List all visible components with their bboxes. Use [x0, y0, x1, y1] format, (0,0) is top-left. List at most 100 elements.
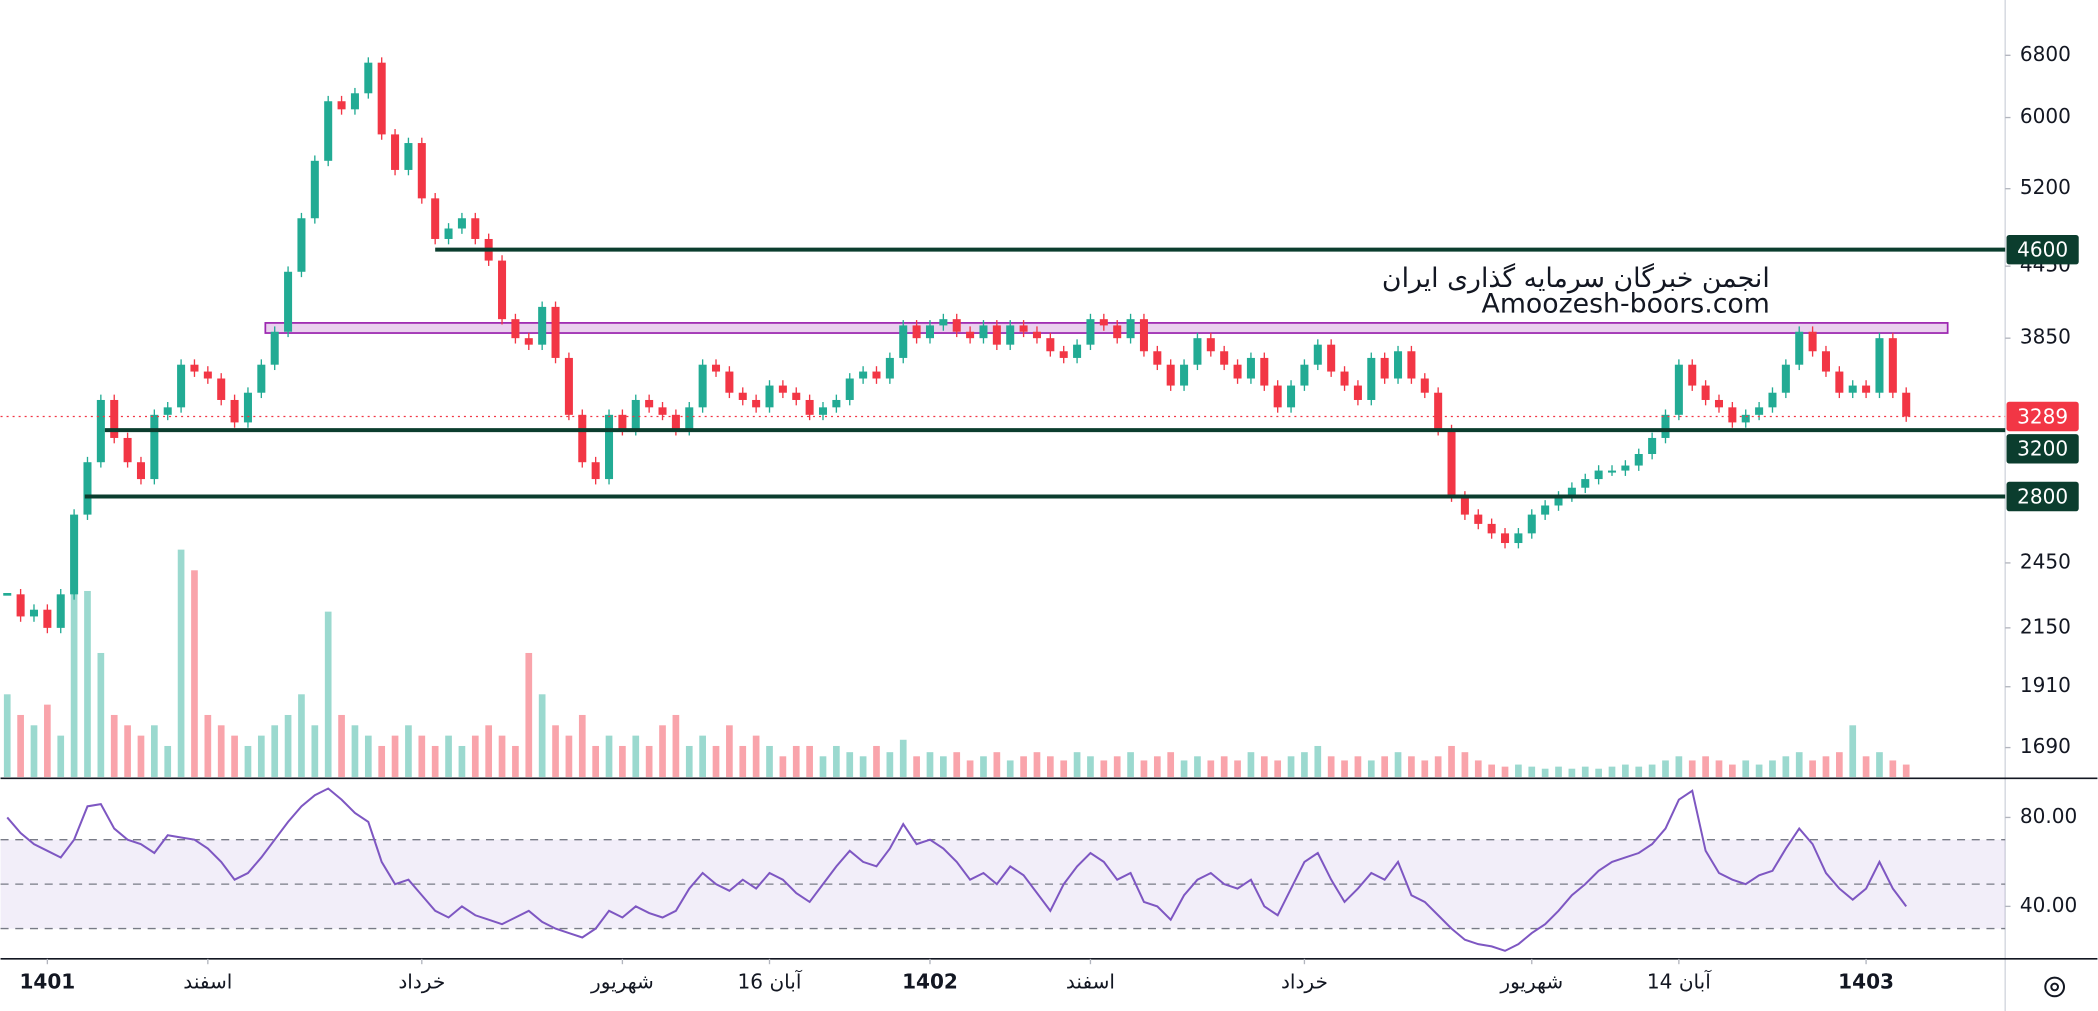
volume-bar	[191, 570, 198, 777]
candle	[1621, 465, 1630, 471]
volume-bar	[1341, 760, 1348, 777]
candle	[324, 101, 333, 161]
x-tick-label: خرداد	[1281, 969, 1328, 993]
volume-bar	[1180, 760, 1188, 777]
volume-bar	[324, 611, 332, 777]
volume-bar	[1461, 752, 1469, 777]
candle	[1661, 414, 1670, 438]
candle	[150, 414, 159, 480]
volume-bar	[712, 745, 720, 777]
candle	[992, 325, 1001, 345]
candle	[524, 338, 533, 345]
volume-bar	[471, 735, 479, 777]
volume-bar	[1876, 752, 1883, 777]
volume-bar	[1648, 764, 1656, 777]
volume-bar	[1902, 764, 1910, 777]
volume-bar	[1260, 756, 1268, 777]
volume-bar	[1635, 766, 1643, 777]
volume-bar	[431, 745, 439, 777]
volume-bar	[1207, 760, 1215, 777]
settings-button[interactable]	[2035, 969, 2074, 1005]
candle	[1059, 351, 1068, 358]
volume-bar	[512, 745, 519, 777]
x-tick-label: 1402	[902, 969, 958, 993]
settings-icon[interactable]	[2044, 976, 2066, 998]
volume-bar	[1782, 756, 1790, 777]
candle	[1835, 371, 1844, 393]
candle	[966, 331, 975, 339]
candle	[658, 407, 667, 415]
candle	[1674, 364, 1683, 415]
volume-bar	[752, 735, 760, 777]
volume-bar	[1809, 760, 1816, 777]
volume-bar	[418, 735, 426, 777]
candle	[190, 364, 199, 372]
volume-bar	[1448, 745, 1455, 777]
level-label-box	[2006, 481, 2079, 512]
volume-bar	[1434, 756, 1442, 777]
x-tick-label: شهریور	[1499, 969, 1563, 993]
volume-bar	[966, 760, 974, 777]
volume-bar	[846, 752, 854, 777]
candle	[712, 364, 721, 372]
level-label-box	[2006, 234, 2079, 265]
volume-bar	[940, 756, 947, 777]
volume-bar	[1060, 760, 1068, 777]
volume-bar	[1020, 756, 1027, 777]
volume-bar	[97, 652, 105, 777]
candle	[1875, 338, 1884, 393]
settings-icon-center	[2050, 982, 2059, 992]
candle	[1220, 351, 1229, 365]
volume-bar	[1234, 760, 1241, 777]
candle	[1607, 470, 1617, 473]
candle	[1554, 496, 1563, 506]
volume-bar	[244, 745, 252, 777]
volume-bar	[70, 570, 78, 777]
volume-bar	[485, 725, 493, 777]
volume-bar	[1795, 752, 1803, 777]
volume-bar	[1127, 752, 1134, 777]
candle	[1808, 331, 1817, 352]
y-tick-label: 3850	[2020, 325, 2071, 349]
volume-bar	[538, 694, 546, 777]
rsi-y-tick-label: 40.00	[2020, 893, 2077, 917]
candle	[765, 385, 774, 408]
candle	[832, 399, 841, 408]
candle	[1260, 357, 1269, 386]
candle	[1099, 319, 1108, 326]
x-tick-label: 1401	[19, 969, 75, 993]
candle	[1541, 505, 1550, 515]
candle	[845, 378, 854, 400]
candle	[1741, 414, 1750, 423]
candle	[1113, 325, 1122, 339]
volume-bar	[3, 694, 11, 777]
candle	[1006, 325, 1015, 345]
volume-bar	[1367, 760, 1375, 777]
candle	[457, 218, 466, 229]
candle	[1340, 371, 1349, 386]
candle	[1768, 392, 1777, 408]
candle	[270, 331, 279, 365]
volume-bar	[1006, 760, 1014, 777]
volume-bar	[284, 714, 292, 777]
level-label-box	[2006, 434, 2079, 464]
x-tick-label: 14 آبان	[1647, 968, 1712, 993]
candle	[230, 399, 239, 423]
volume-bar	[364, 735, 372, 777]
volume-bar	[217, 725, 225, 777]
candle	[1353, 385, 1362, 400]
candle	[1434, 392, 1443, 431]
volume-bar	[659, 725, 666, 777]
candle	[1781, 364, 1790, 393]
candle	[203, 371, 212, 379]
last-price-label-box	[2006, 401, 2079, 432]
volume-bar	[552, 725, 559, 777]
candle	[1180, 364, 1189, 386]
candle	[725, 371, 734, 393]
y-tick-label: 6800	[2020, 42, 2071, 66]
volume-bar	[1394, 752, 1402, 777]
candle	[538, 306, 547, 345]
volume-bar	[913, 756, 920, 777]
x-tick-label: اسفند	[1066, 969, 1115, 993]
